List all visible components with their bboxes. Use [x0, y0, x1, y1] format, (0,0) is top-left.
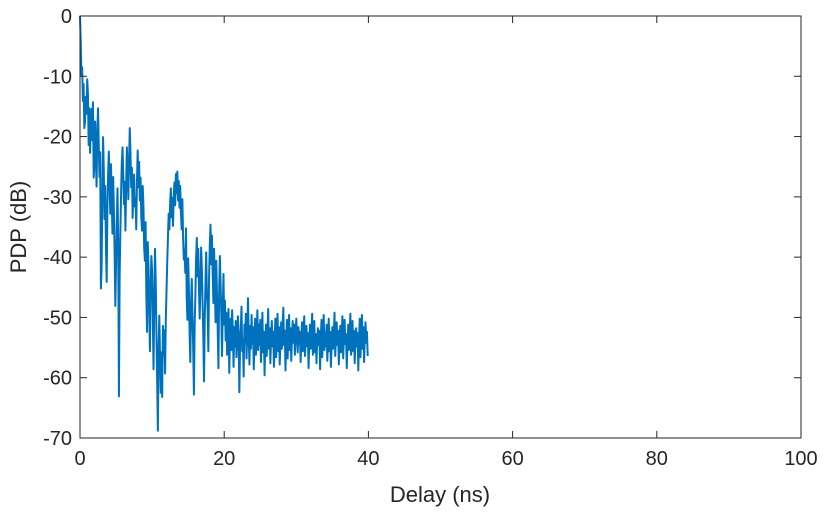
- axes-box: [79, 15, 802, 439]
- y-tick-label: -60: [43, 368, 72, 390]
- x-tick-label: 60: [501, 448, 523, 470]
- x-tick-label: 20: [213, 448, 235, 470]
- x-tick-label: 0: [74, 448, 85, 470]
- axis-ticks: [79, 15, 802, 439]
- y-tick-label: -10: [43, 66, 72, 88]
- y-axis-label: PDP (dB): [6, 181, 31, 274]
- y-tick-label: -40: [43, 247, 72, 269]
- pdp-series-line: [79, 15, 369, 432]
- y-tick-label: 0: [61, 6, 72, 28]
- y-tick-label: -20: [43, 127, 72, 149]
- x-axis-label: Delay (ns): [390, 482, 490, 507]
- y-tick-label: -70: [43, 428, 72, 450]
- x-tick-label: 100: [784, 448, 817, 470]
- y-tick-label: -50: [43, 307, 72, 329]
- x-tick-label: 40: [357, 448, 379, 470]
- x-tick-label: 80: [646, 448, 668, 470]
- plot-area: [80, 16, 801, 438]
- y-tick-label: -30: [43, 187, 72, 209]
- axis-tick-labels: 0 20 40 60 80 100 0 -10 -20 -30 -40 -50 -60 -70: [43, 6, 818, 470]
